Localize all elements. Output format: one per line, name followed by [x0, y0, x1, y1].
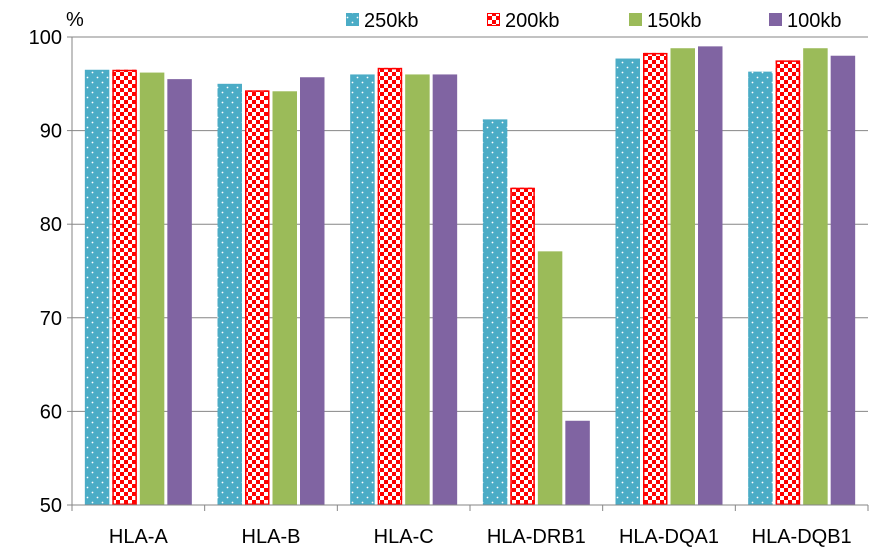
legend: 250kb 200kb 150kb 100kb	[346, 10, 842, 32]
y-axis-label: %	[66, 9, 84, 31]
y-tick-label: 80	[40, 214, 62, 236]
bar-outline	[510, 187, 535, 505]
bar-outline	[775, 60, 801, 506]
y-tick-label: 60	[40, 401, 62, 423]
bar-150kb-HLA-B	[272, 91, 297, 506]
bar-250kb-HLA-DRB1	[482, 119, 508, 506]
legend-swatch-150kb	[629, 13, 642, 26]
legend-swatch-250kb	[346, 13, 359, 26]
bar-250kb-HLA-A	[84, 69, 110, 505]
bar-100kb-HLA-A	[167, 79, 192, 506]
bar-250kb-HLA-B	[217, 83, 242, 506]
bar-250kb-HLA-DQA1	[615, 58, 640, 505]
bars	[84, 46, 856, 506]
bar-150kb-HLA-DRB1	[537, 251, 563, 505]
bar-100kb-HLA-DQB1	[830, 55, 856, 505]
bar-outline	[245, 90, 270, 506]
bar-150kb-HLA-DQB1	[803, 48, 828, 506]
bar-100kb-HLA-C	[432, 74, 458, 505]
legend-label-150kb: 150kb	[647, 10, 702, 32]
axes: 50 60 70 80 90 100 HLA-A HLA-B HLA-C HLA-DRB1 HLA-…	[29, 9, 869, 548]
x-tick-label: HLA-B	[242, 526, 301, 548]
bar-200kb-HLA-A	[112, 69, 137, 505]
bar-250kb-HLA-C	[350, 74, 375, 505]
legend-label-250kb: 250kb	[364, 10, 419, 32]
bar-150kb-HLA-A	[139, 72, 165, 506]
legend-label-100kb: 100kb	[787, 10, 842, 32]
bar-outline	[112, 69, 137, 505]
bar-250kb-HLA-DQB1	[748, 71, 773, 505]
bar-200kb-HLA-DRB1	[510, 187, 535, 506]
y-tick-label: 90	[40, 121, 62, 143]
bar-200kb-HLA-DQB1	[775, 60, 801, 506]
y-tick-label: 100	[29, 27, 62, 49]
legend-swatch-100kb	[769, 13, 782, 26]
legend-swatch-200kb	[487, 13, 500, 26]
x-tick-label: HLA-DQB1	[752, 526, 852, 548]
bar-outline	[643, 52, 668, 506]
bar-100kb-HLA-DRB1	[565, 420, 590, 505]
bar-200kb-HLA-B	[245, 90, 270, 506]
bar-100kb-HLA-B	[300, 77, 325, 506]
y-tick-label: 70	[40, 308, 62, 330]
bar-outline	[377, 67, 403, 505]
x-tick-label: HLA-A	[109, 526, 169, 548]
bar-200kb-HLA-DQA1	[643, 52, 668, 506]
legend-swatch-outline	[487, 13, 500, 26]
bar-100kb-HLA-DQA1	[698, 46, 723, 506]
bar-150kb-HLA-DQA1	[670, 48, 695, 506]
legend-label-200kb: 200kb	[505, 10, 560, 32]
x-tick-label: HLA-DQA1	[619, 526, 719, 548]
bar-200kb-HLA-C	[377, 67, 403, 505]
x-tick-label: HLA-C	[374, 526, 434, 548]
gridlines	[72, 36, 868, 412]
bar-150kb-HLA-C	[405, 74, 430, 505]
x-tick-label: HLA-DRB1	[487, 526, 586, 548]
y-tick-label: 50	[40, 495, 62, 517]
